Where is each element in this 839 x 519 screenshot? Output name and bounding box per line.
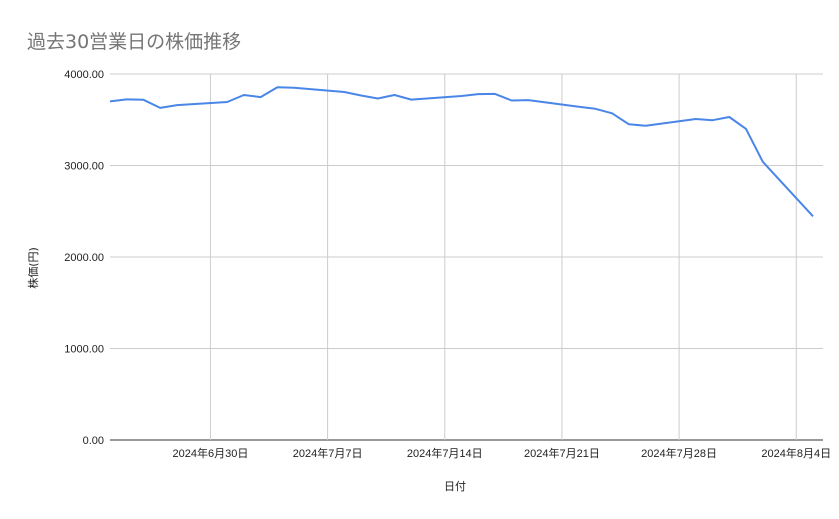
x-tick-label: 2024年7月7日 — [293, 446, 363, 460]
y-axis-label: 株価(円) — [26, 247, 40, 289]
series-line — [109, 86, 814, 217]
x-tick-label: 2024年7月14日 — [407, 446, 483, 460]
chart-title: 過去30営業日の株価推移 — [27, 31, 242, 53]
y-tick-label: 2000.00 — [64, 252, 104, 264]
x-tick-label: 2024年7月28日 — [641, 446, 717, 460]
y-tick-label: 3000.00 — [64, 161, 104, 173]
y-tick-label: 0.00 — [83, 435, 104, 447]
x-axis-label: 日付 — [444, 480, 466, 493]
y-tick-label: 4000.00 — [64, 69, 104, 81]
x-tick-label: 2024年6月30日 — [173, 446, 249, 460]
x-tick-label: 2024年7月21日 — [524, 446, 600, 460]
x-tick-label: 2024年8月4日 — [761, 446, 831, 460]
y-tick-label: 1000.00 — [64, 344, 104, 356]
